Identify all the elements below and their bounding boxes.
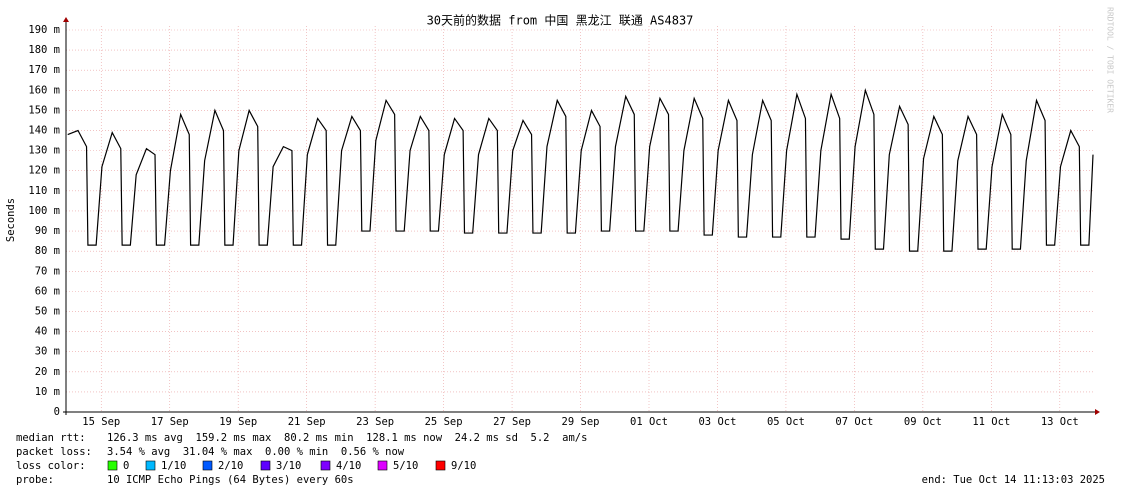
x-tick-label: 29 Sep <box>562 416 600 428</box>
loss-color-swatch <box>145 460 156 471</box>
x-tick-label: 17 Sep <box>151 416 189 428</box>
y-tick-label: 110 m <box>28 185 60 197</box>
x-tick-label: 01 Oct <box>630 416 668 428</box>
y-tick-label: 80 m <box>35 245 60 257</box>
x-tick-label: 15 Sep <box>82 416 120 428</box>
loss-color-swatch <box>107 460 118 471</box>
y-tick-label: 50 m <box>35 305 60 317</box>
probe-text: 10 ICMP Echo Pings (64 Bytes) every 60s <box>107 474 354 486</box>
loss-color-swatch <box>202 460 213 471</box>
y-tick-label: 70 m <box>35 265 60 277</box>
x-tick-label: 19 Sep <box>219 416 257 428</box>
y-tick-label: 130 m <box>28 145 60 157</box>
loss-color-swatch <box>377 460 388 471</box>
loss-color-label: 2/10 <box>218 460 243 472</box>
y-tick-label: 40 m <box>35 326 60 338</box>
x-tick-label: 05 Oct <box>767 416 805 428</box>
loss-color-label: 5/10 <box>393 460 418 472</box>
y-tick-label: 10 m <box>35 386 60 398</box>
x-tick-label: 21 Sep <box>288 416 326 428</box>
chart-title: 30天前的数据 from 中国 黑龙江 联通 AS4837 <box>427 13 694 28</box>
loss-color-label: 9/10 <box>451 460 476 472</box>
x-tick-label: 11 Oct <box>972 416 1010 428</box>
loss-color-label: 4/10 <box>336 460 361 472</box>
end-time: end: Tue Oct 14 11:13:03 2025 <box>922 474 1105 486</box>
axis-arrow <box>63 17 69 22</box>
y-tick-label: 120 m <box>28 165 60 177</box>
y-tick-label: 190 m <box>28 24 60 36</box>
y-tick-label: 30 m <box>35 346 60 358</box>
y-tick-label: 20 m <box>35 366 60 378</box>
loss-color-label: 3/10 <box>276 460 301 472</box>
y-tick-label: 170 m <box>28 64 60 76</box>
median-line <box>67 88 1094 252</box>
loss-color-swatch <box>435 460 446 471</box>
side-text: RRDTOOL / TOBI OETIKER <box>1106 7 1115 113</box>
loss-color-label: 1/10 <box>161 460 186 472</box>
y-tick-label: 90 m <box>35 225 60 237</box>
stats-label: median rtt: <box>16 432 86 444</box>
stats-text: 126.3 ms avg 159.2 ms max 80.2 ms min 12… <box>107 432 587 444</box>
x-tick-label: 13 Oct <box>1041 416 1079 428</box>
loss-color-label: 0 <box>123 460 129 472</box>
stats-text: 3.54 % avg 31.04 % max 0.00 % min 0.56 %… <box>107 446 405 458</box>
loss-color-swatch <box>260 460 271 471</box>
x-tick-label: 25 Sep <box>425 416 463 428</box>
x-tick-label: 09 Oct <box>904 416 942 428</box>
y-tick-label: 180 m <box>28 44 60 56</box>
y-axis-label: Seconds <box>5 198 17 242</box>
x-tick-label: 03 Oct <box>698 416 736 428</box>
y-tick-label: 150 m <box>28 104 60 116</box>
axis-arrow <box>1095 409 1100 415</box>
loss-label: loss color: <box>16 460 86 472</box>
y-tick-label: 0 <box>54 406 60 418</box>
y-tick-label: 140 m <box>28 125 60 137</box>
x-tick-label: 23 Sep <box>356 416 394 428</box>
x-tick-label: 07 Oct <box>835 416 873 428</box>
x-tick-label: 27 Sep <box>493 416 531 428</box>
y-tick-label: 160 m <box>28 84 60 96</box>
loss-color-swatch <box>320 460 331 471</box>
y-tick-label: 60 m <box>35 285 60 297</box>
y-tick-label: 100 m <box>28 205 60 217</box>
probe-label: probe: <box>16 474 54 486</box>
stats-label: packet loss: <box>16 446 92 458</box>
